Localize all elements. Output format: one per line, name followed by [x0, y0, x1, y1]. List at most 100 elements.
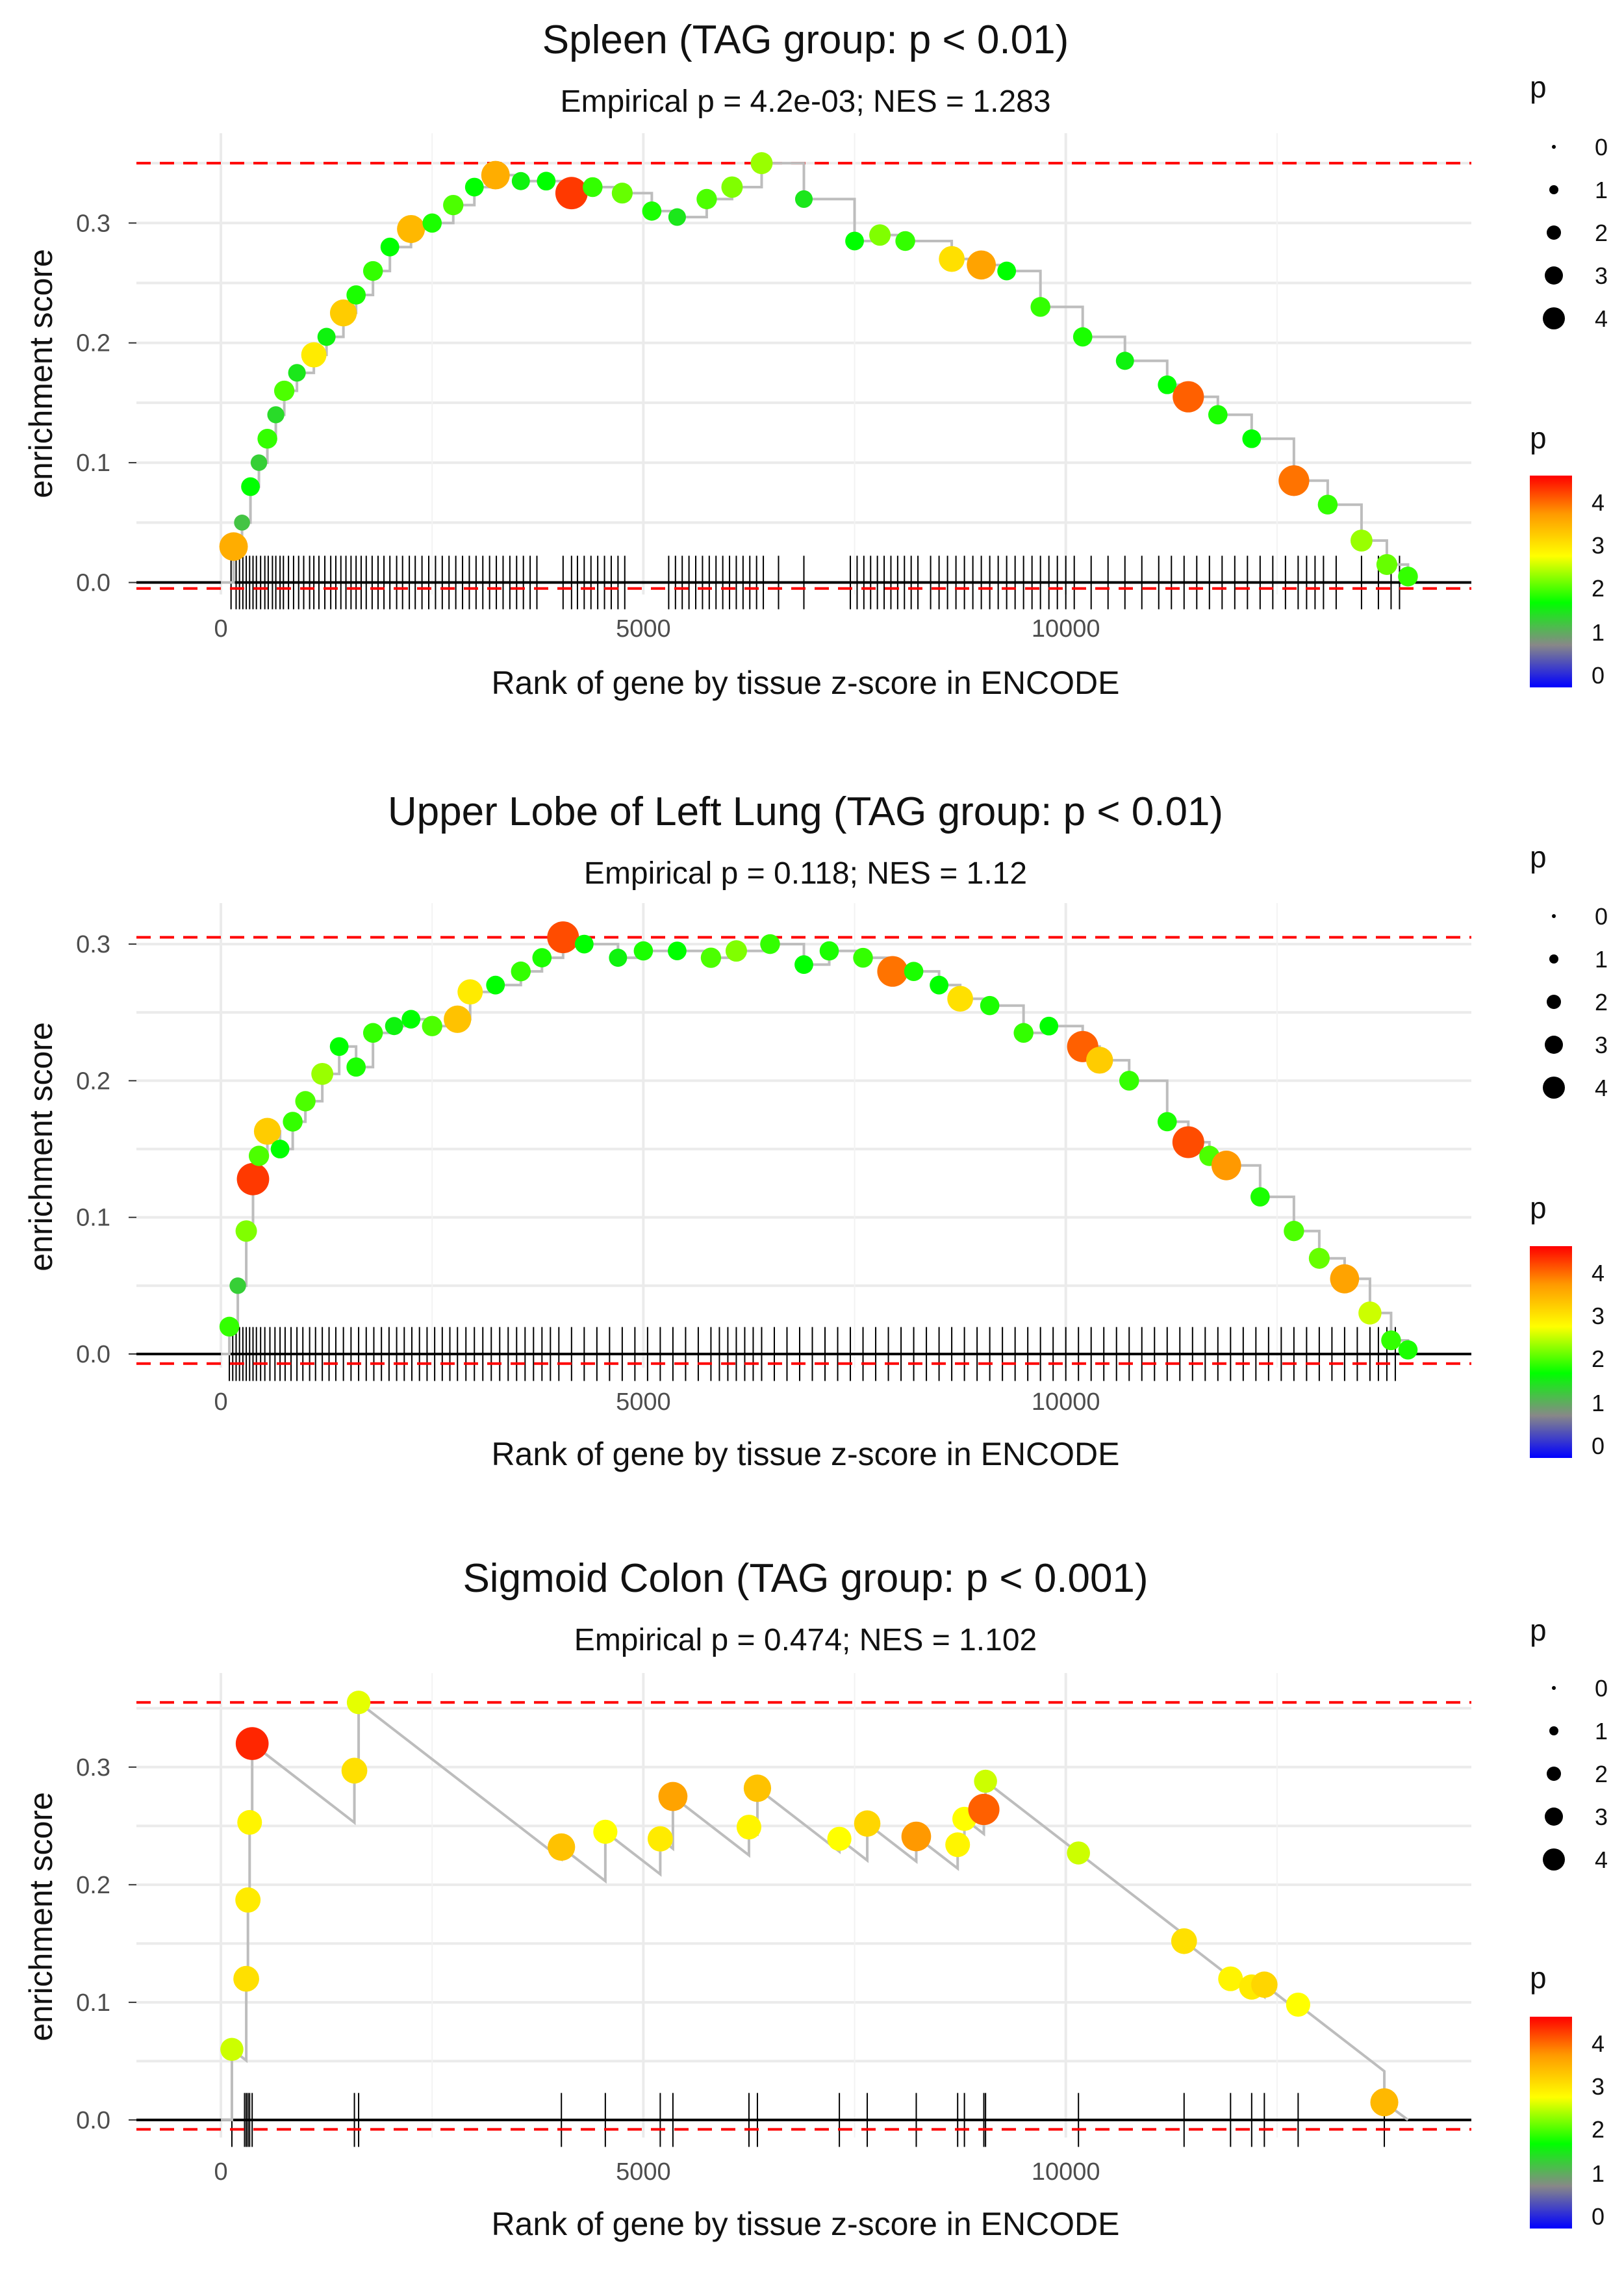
data-point — [253, 1118, 281, 1145]
size-legend-label-0: 0 — [1595, 1675, 1608, 1702]
data-point — [1172, 1126, 1204, 1158]
data-point — [235, 1220, 257, 1242]
data-point — [869, 224, 891, 246]
data-point — [750, 152, 773, 175]
data-point — [743, 1774, 772, 1802]
data-point — [481, 160, 510, 190]
size-legend-label-2: 2 — [1595, 1761, 1608, 1787]
y-tick-label: 0.0 — [76, 1341, 110, 1368]
data-point — [939, 246, 965, 272]
size-legend-label-2: 2 — [1595, 989, 1608, 1016]
x-axis-title: Rank of gene by tissue z-score in ENCODE — [491, 2206, 1119, 2242]
x-tick-label: 10000 — [1032, 615, 1100, 643]
data-point — [1013, 1023, 1034, 1043]
color-legend-label-1: 1 — [1592, 2160, 1605, 2187]
color-legend-label-0: 0 — [1592, 662, 1605, 689]
data-point — [511, 961, 531, 982]
data-point — [1308, 1247, 1330, 1269]
size-legend-dot-2 — [1547, 1767, 1561, 1781]
data-point — [385, 1017, 403, 1036]
data-point — [1086, 1047, 1113, 1074]
data-point — [295, 1091, 316, 1112]
data-point — [1218, 1966, 1243, 1991]
size-legend-dot-4 — [1543, 307, 1565, 329]
data-point — [593, 1819, 618, 1844]
panel-spleen: Spleen (TAG group: p < 0.01) Empirical p… — [23, 18, 1608, 701]
data-point — [1072, 327, 1093, 347]
size-legend-dot-4 — [1543, 1848, 1565, 1871]
data-point — [668, 941, 687, 961]
running-sum-line — [221, 936, 1410, 1355]
color-bar — [1530, 1246, 1572, 1458]
size-legend-dot-3 — [1545, 1036, 1563, 1054]
data-point — [219, 1316, 240, 1337]
running-sum-line — [221, 1700, 1409, 2121]
data-point — [401, 1010, 421, 1029]
data-point — [947, 986, 973, 1012]
chart-subtitle: Empirical p = 0.474; NES = 1.102 — [574, 1623, 1037, 1657]
chart-title: Sigmoid Colon (TAG group: p < 0.001) — [463, 1556, 1148, 1601]
data-point — [270, 1140, 290, 1158]
chart-subtitle: Empirical p = 4.2e-03; NES = 1.283 — [560, 84, 1050, 119]
data-point — [317, 327, 336, 346]
x-tick-label: 0 — [214, 615, 227, 643]
size-legend-label-0: 0 — [1595, 903, 1608, 930]
plot-area: 0.0 0.1 0.2 0.3 0 5000 10000 — [76, 903, 1471, 1416]
x-axis-title: Rank of gene by tissue z-score in ENCODE — [491, 665, 1119, 701]
data-point — [273, 380, 295, 402]
data-point — [574, 934, 594, 954]
x-tick-label: 5000 — [616, 2158, 671, 2186]
size-legend: p 0 1 2 3 4 — [1530, 70, 1608, 332]
data-point — [642, 201, 662, 221]
data-point — [1171, 1928, 1197, 1954]
data-point — [362, 1023, 383, 1043]
size-legend-dot-0 — [1552, 1686, 1556, 1690]
data-point — [1039, 1016, 1059, 1036]
size-legend-dot-0 — [1552, 145, 1556, 149]
y-tick-label: 0.3 — [76, 1754, 110, 1782]
data-point — [1250, 1187, 1270, 1207]
x-axis-title: Rank of gene by tissue z-score in ENCODE — [491, 1436, 1119, 1472]
y-axis-title: enrichment score — [23, 1022, 59, 1271]
data-point — [901, 1821, 932, 1852]
data-point — [1242, 429, 1262, 448]
data-point — [1119, 1071, 1139, 1091]
color-legend-label-0: 0 — [1592, 2203, 1605, 2230]
data-point — [1067, 1841, 1090, 1865]
size-legend-dot-2 — [1547, 225, 1561, 240]
size-legend-dot-1 — [1549, 954, 1558, 964]
size-legend-label-1: 1 — [1595, 1718, 1608, 1744]
data-point — [1284, 1221, 1304, 1242]
data-point — [547, 921, 579, 954]
data-point — [877, 956, 908, 987]
color-legend-label-1: 1 — [1592, 1390, 1605, 1416]
data-point — [1286, 1992, 1310, 2017]
data-point — [904, 962, 924, 981]
data-point — [725, 940, 747, 962]
data-point — [235, 1887, 261, 1913]
data-point — [329, 299, 357, 327]
size-legend-dot-1 — [1549, 185, 1558, 194]
data-point — [696, 188, 717, 210]
plot-area: 0.0 0.1 0.2 0.3 0 5000 10000 — [76, 133, 1471, 643]
size-legend-dot-4 — [1543, 1077, 1565, 1099]
size-legend-title: p — [1530, 70, 1547, 104]
data-point — [1358, 1301, 1382, 1325]
data-point — [346, 285, 366, 305]
data-point — [1115, 351, 1134, 370]
data-point — [548, 1833, 576, 1861]
data-point — [668, 208, 686, 226]
y-tick-label: 0.1 — [76, 1205, 110, 1232]
y-tick-label: 0.2 — [76, 330, 110, 357]
data-point — [1173, 381, 1204, 413]
color-legend-title: p — [1530, 1191, 1547, 1225]
data-point — [611, 183, 633, 204]
data-point — [234, 515, 250, 531]
y-tick-label: 0.3 — [76, 931, 110, 958]
size-legend-dot-1 — [1549, 1726, 1558, 1735]
data-point — [700, 947, 722, 968]
data-point — [1370, 2088, 1399, 2117]
data-point — [250, 454, 268, 471]
data-point — [658, 1782, 688, 1811]
data-point — [229, 1277, 246, 1294]
